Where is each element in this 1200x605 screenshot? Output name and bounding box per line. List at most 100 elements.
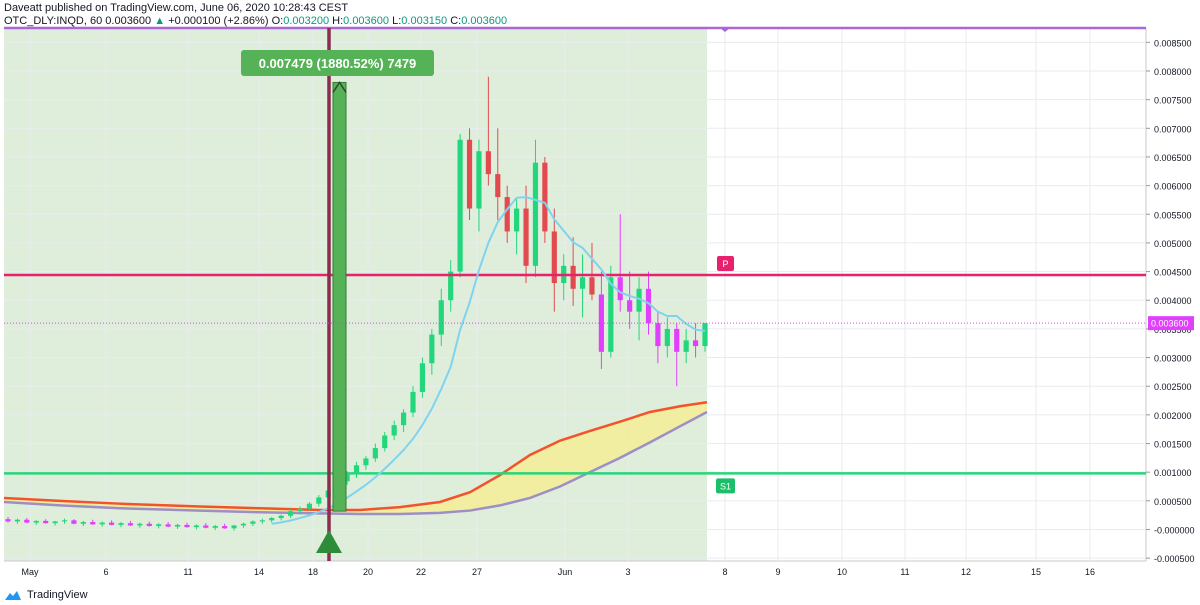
candle-body <box>692 340 699 347</box>
candle-body <box>269 518 275 521</box>
y-tick-label: 0.007000 <box>1154 124 1192 134</box>
candle <box>372 443 378 462</box>
x-tick-label: 8 <box>722 567 727 577</box>
ma-cloud <box>4 402 707 515</box>
candle-body <box>156 524 162 527</box>
candle-body <box>137 523 143 526</box>
y-tick-label: 0.008500 <box>1154 38 1192 48</box>
symbol-label[interactable]: OTC_DLY:INQD, 60 <box>4 15 103 27</box>
support-badge <box>716 478 735 494</box>
candle-body <box>627 300 633 312</box>
y-tick-label: 0.006000 <box>1154 182 1192 192</box>
candle-body <box>33 520 39 523</box>
candle <box>608 265 614 358</box>
candle <box>448 260 454 312</box>
x-tick-label: 9 <box>775 567 780 577</box>
candle-body <box>297 508 303 512</box>
y-tick-label: 0.004500 <box>1154 268 1192 278</box>
candle-body <box>90 522 96 525</box>
candle-body <box>570 265 576 289</box>
candle <box>674 323 680 387</box>
candle <box>514 197 520 255</box>
candle <box>306 501 312 512</box>
candle-body <box>353 465 360 474</box>
candle <box>551 208 557 312</box>
candle <box>5 516 11 523</box>
candle-body <box>5 519 11 522</box>
candle-body <box>212 526 218 528</box>
y-tick-label: 0.005500 <box>1154 210 1192 220</box>
candle-body <box>52 521 58 524</box>
tradingview-logo-icon[interactable] <box>4 590 22 601</box>
candle-body <box>683 340 689 352</box>
candle <box>297 506 303 515</box>
candle <box>382 432 388 452</box>
candle-body <box>344 473 350 482</box>
candle <box>278 514 284 521</box>
measure-label: 0.007479 (1880.52%) 7479 <box>259 56 417 71</box>
candle <box>542 156 548 243</box>
x-tick-label: 16 <box>1085 567 1095 577</box>
candle-body <box>287 511 294 516</box>
candle <box>184 522 190 528</box>
ma-slow-orange-line <box>3 401 708 512</box>
x-tick-label: 11 <box>183 567 192 577</box>
change-arrow-icon: ▲ <box>154 15 166 27</box>
candle-body <box>278 515 284 519</box>
ohlc-low: L:0.003150 <box>392 15 448 27</box>
x-tick-label: 3 <box>625 567 630 577</box>
candle <box>71 519 77 525</box>
candle-body <box>61 520 68 522</box>
candle <box>457 134 463 278</box>
candle-body <box>674 328 680 352</box>
measure-range-box <box>332 81 347 512</box>
candle <box>476 139 482 232</box>
candle <box>52 520 58 526</box>
x-tick-label: 18 <box>308 567 318 577</box>
candle-body <box>664 328 670 347</box>
candle-body <box>466 139 473 209</box>
ohlc-close: C:0.003600 <box>450 15 508 27</box>
y-tick-label: 0.006500 <box>1154 153 1192 163</box>
candle-body <box>193 525 199 528</box>
candle-body <box>372 448 378 459</box>
candle <box>532 139 539 278</box>
candle <box>579 254 586 318</box>
candle-body <box>99 522 105 525</box>
y-tick-label: 0.004000 <box>1154 296 1192 306</box>
ma-slow-purple-line <box>3 410 708 516</box>
candle-body <box>259 520 265 522</box>
candle-body <box>165 524 171 527</box>
x-tick-label: 6 <box>103 567 108 577</box>
candle-body <box>109 522 115 525</box>
candle-body <box>316 497 322 504</box>
candle-body <box>43 520 49 524</box>
candle-body <box>476 151 482 209</box>
buy-signal-triangle-icon <box>316 530 342 553</box>
candle-body <box>14 519 21 522</box>
candle <box>165 522 171 528</box>
candle-body <box>391 425 397 436</box>
footer: TradingView <box>4 589 88 601</box>
candle-body <box>504 197 510 232</box>
candle-body <box>146 523 152 527</box>
candle <box>231 524 237 531</box>
candle-body <box>184 524 190 528</box>
candle <box>259 518 265 524</box>
candle-body <box>127 523 134 526</box>
candle-body <box>485 151 491 175</box>
footer-brand: TradingView <box>27 589 88 601</box>
candle-body <box>608 277 614 352</box>
x-tick-label: May <box>21 567 39 577</box>
price-change: +0.000100 (+2.86%) <box>168 15 269 27</box>
candle <box>589 242 595 301</box>
y-tick-label: 0.007500 <box>1154 96 1192 106</box>
current-price-label: 0.003600 <box>1151 319 1189 329</box>
candle-body <box>24 519 30 523</box>
candle-body <box>617 277 623 301</box>
candle <box>90 519 96 525</box>
candle-body <box>579 277 586 289</box>
measure-arrow-icon <box>332 81 347 93</box>
candle <box>146 521 152 527</box>
